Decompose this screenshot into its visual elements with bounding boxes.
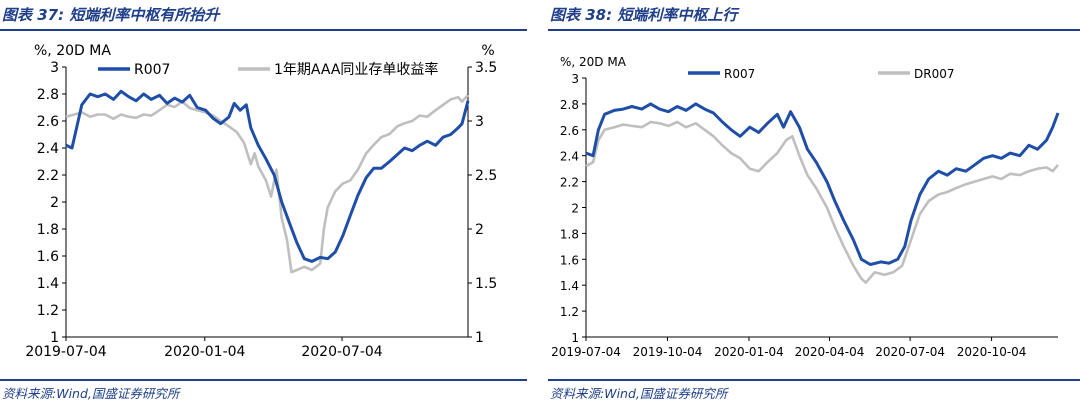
figure-title: 图表 37: 短端利率中枢有所抬升 <box>2 3 219 27</box>
y-tick-label: 1.4 <box>560 279 579 293</box>
title-divider <box>548 29 1080 31</box>
y-tick-label: 3 <box>50 60 59 76</box>
y-tick-label: 2.2 <box>560 176 579 190</box>
x-tick-label: 2020-07-04 <box>875 345 945 359</box>
figure-title-text: 短端利率中枢有所抬升 <box>69 6 220 24</box>
y-tick-label: 2.6 <box>37 114 59 130</box>
y-tick-label: 2 <box>571 202 579 216</box>
y-axis-label: %, 20D MA <box>34 43 111 59</box>
y2-tick-label: 1 <box>475 330 484 346</box>
chart-38-svg: 1 1.2 1.4 1.6 1.8 2 2.2 2.4 2.6 2.8 3 2019-07-04 201… <box>551 55 1060 359</box>
x-tick-label: 2020-10-04 <box>957 345 1027 359</box>
y-tick-label: 2.8 <box>37 87 59 103</box>
x-tick-label: 2020-01-04 <box>164 344 245 360</box>
legend-label: DR007 <box>914 67 954 81</box>
y-tick-label: 2.4 <box>37 141 59 157</box>
y2-tick-label: 1.5 <box>475 276 497 292</box>
y2-tick-label: 3.5 <box>475 60 497 76</box>
figure-37-panel: 图表 37: 短端利率中枢有所抬升 1 1.2 1.4 1.6 1.8 2 2.2 2.4 2.… <box>0 0 527 403</box>
y-tick-label: 1.4 <box>37 276 59 292</box>
y-tick-label: 1.2 <box>560 305 579 319</box>
x-tick-label: 2019-10-04 <box>633 345 703 359</box>
y-tick-label: 2.6 <box>560 124 579 138</box>
x-tick-label: 2020-04-04 <box>795 345 865 359</box>
y-tick-label: 1.6 <box>560 253 579 267</box>
figure-38-panel: 图表 38: 短端利率中枢上行 1 1.2 1.4 1.6 1.8 2 2.2 2.4 2.6 2… <box>548 0 1080 403</box>
legend-label: 1年期AAA同业存单收益率 <box>274 61 438 78</box>
y-tick-label: 2 <box>50 195 59 211</box>
series-line-r007 <box>65 89 470 263</box>
series-line-r007 <box>585 102 1060 266</box>
x-tick-label: 2019-07-04 <box>25 344 106 360</box>
x-tick-label: 2019-07-04 <box>551 345 621 359</box>
y-axis-label: %, 20D MA <box>560 55 627 69</box>
y-tick-label: 1.8 <box>37 222 59 238</box>
y2-tick-label: 2.5 <box>475 168 497 184</box>
y-tick-label: 1.6 <box>37 249 59 265</box>
footer-divider <box>548 379 1080 381</box>
footer-divider <box>0 379 527 381</box>
chart-37-svg: 1 1.2 1.4 1.6 1.8 2 2.2 2.4 2.6 2.8 3 1 1.5 2 2.5 3 3.5 2… <box>25 43 497 360</box>
y-tick-label: 1 <box>571 331 579 345</box>
source-note: 资料来源:Wind,国盛证券研究所 <box>550 386 728 401</box>
x-tick-label: 2020-07-04 <box>301 344 382 360</box>
x-tick-label: 2020-01-04 <box>714 345 784 359</box>
y-tick-label: 2.2 <box>37 168 59 184</box>
y-tick-label: 2.8 <box>560 98 579 112</box>
figure-title-text: 短端利率中枢上行 <box>617 6 738 24</box>
y2-tick-label: 2 <box>475 222 484 238</box>
y-tick-label: 3 <box>571 72 579 86</box>
source-note: 资料来源:Wind,国盛证券研究所 <box>2 386 180 401</box>
y-tick-label: 1 <box>50 330 59 346</box>
legend-label: R007 <box>724 67 755 81</box>
legend-label: R007 <box>134 62 170 78</box>
y2-tick-label: 3 <box>475 114 484 130</box>
y-tick-label: 2.4 <box>560 150 579 164</box>
figure-title: 图表 38: 短端利率中枢上行 <box>550 3 737 27</box>
y2-axis-label: % <box>481 43 494 59</box>
figure-label: 图表 37: <box>2 6 65 24</box>
series-line-dr007 <box>585 120 1060 284</box>
figure-label: 图表 38: <box>550 6 613 24</box>
title-divider <box>0 29 527 31</box>
series-line-1-aaa <box>65 94 469 274</box>
y-tick-label: 1.8 <box>560 227 579 241</box>
y-tick-label: 1.2 <box>37 303 59 319</box>
